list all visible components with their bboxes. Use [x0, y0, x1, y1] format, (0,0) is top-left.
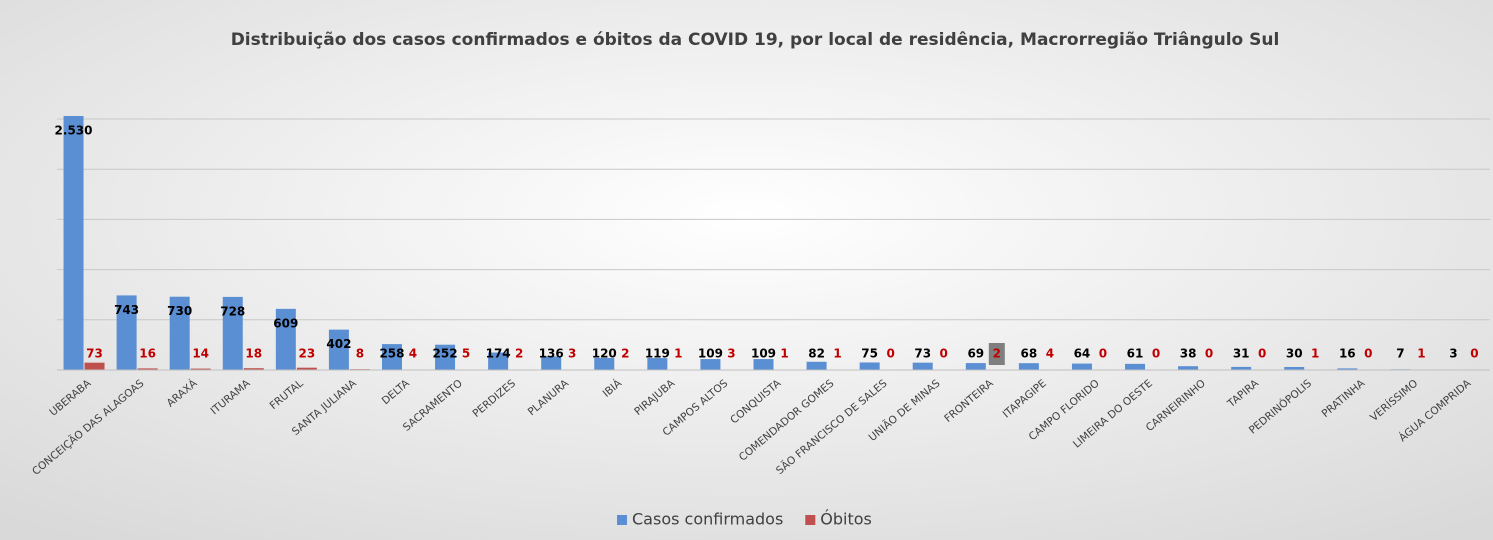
value-label: 7 [1396, 347, 1404, 361]
value-label: 0 [886, 347, 894, 361]
bar [137, 368, 158, 370]
bar [243, 368, 264, 370]
bar [965, 363, 986, 370]
value-label: 0 [1364, 347, 1372, 361]
value-label: 743 [114, 303, 139, 317]
value-label: 3 [1449, 347, 1457, 361]
value-label: 3 [727, 347, 735, 361]
legend-swatch [617, 515, 627, 525]
bar [169, 296, 190, 370]
value-label: 4 [409, 347, 417, 361]
bar [594, 357, 615, 370]
bar [190, 368, 211, 370]
bar [912, 362, 933, 370]
bar [1337, 368, 1358, 370]
value-label: 82 [808, 347, 825, 361]
legend-swatch [805, 515, 816, 525]
value-label: 0 [1205, 347, 1213, 361]
value-label: 0 [1470, 347, 1478, 361]
value-label: 18 [245, 347, 262, 361]
value-label: 136 [539, 347, 564, 361]
bar [84, 362, 105, 370]
value-label: 75 [861, 347, 878, 361]
bar [328, 329, 349, 370]
value-label: 5 [462, 347, 470, 361]
value-label: 69 [967, 347, 984, 361]
bar [275, 308, 296, 370]
bar [116, 295, 137, 370]
value-label: 30 [1286, 347, 1303, 361]
chart-title: Distribuição dos casos confirmados e óbi… [231, 30, 1280, 50]
bar [488, 352, 509, 370]
value-label: 728 [220, 304, 245, 318]
value-label: 119 [645, 347, 670, 361]
value-label: 0 [1152, 347, 1160, 361]
bar [1231, 366, 1252, 370]
bar [1071, 363, 1092, 370]
value-label: 1 [1417, 347, 1425, 361]
value-label: 1 [674, 347, 682, 361]
value-label: 64 [1074, 347, 1091, 361]
value-label: 2 [515, 347, 523, 361]
value-label: 109 [698, 347, 723, 361]
legend-label: Casos confirmados [632, 510, 783, 529]
selected-label-box [988, 343, 1005, 365]
value-label: 0 [1099, 347, 1107, 361]
value-label: 252 [433, 347, 458, 361]
bar [647, 358, 668, 370]
value-label: 3 [568, 347, 576, 361]
bar [1178, 366, 1199, 370]
value-label: 73 [914, 347, 931, 361]
value-label: 0 [1258, 347, 1266, 361]
bar [63, 115, 84, 370]
value-label: 14 [192, 347, 209, 361]
bar [806, 361, 827, 370]
bar [1284, 366, 1305, 370]
value-label: 4 [1046, 347, 1054, 361]
value-label: 109 [751, 347, 776, 361]
value-label: 2 [621, 347, 629, 361]
value-label: 61 [1127, 347, 1144, 361]
legend-label: Óbitos [820, 510, 872, 529]
bar [700, 359, 721, 370]
value-label: 1 [1311, 347, 1319, 361]
value-label: 2.530 [55, 123, 93, 137]
value-label: 730 [167, 304, 192, 318]
value-label: 38 [1180, 347, 1197, 361]
bar [222, 296, 243, 370]
value-label: 23 [298, 347, 315, 361]
value-label: 0 [940, 347, 948, 361]
value-label: 402 [326, 337, 351, 351]
value-label: 16 [139, 347, 156, 361]
value-label: 31 [1233, 347, 1250, 361]
value-label: 68 [1021, 347, 1038, 361]
bar [859, 362, 880, 370]
bar [435, 344, 456, 370]
bar [541, 356, 562, 370]
bar [1125, 363, 1146, 370]
value-label: 1 [833, 347, 841, 361]
value-label: 120 [592, 347, 617, 361]
value-label: 8 [356, 347, 364, 361]
value-label: 1 [780, 347, 788, 361]
bar [1018, 363, 1039, 370]
value-label: 258 [379, 347, 404, 361]
value-label: 609 [273, 316, 298, 330]
value-label: 174 [486, 347, 511, 361]
value-label: 16 [1339, 347, 1356, 361]
value-label: 73 [86, 347, 103, 361]
bar [753, 359, 774, 370]
bar [296, 367, 317, 370]
bar [381, 344, 402, 370]
value-label: 2 [993, 347, 1001, 361]
